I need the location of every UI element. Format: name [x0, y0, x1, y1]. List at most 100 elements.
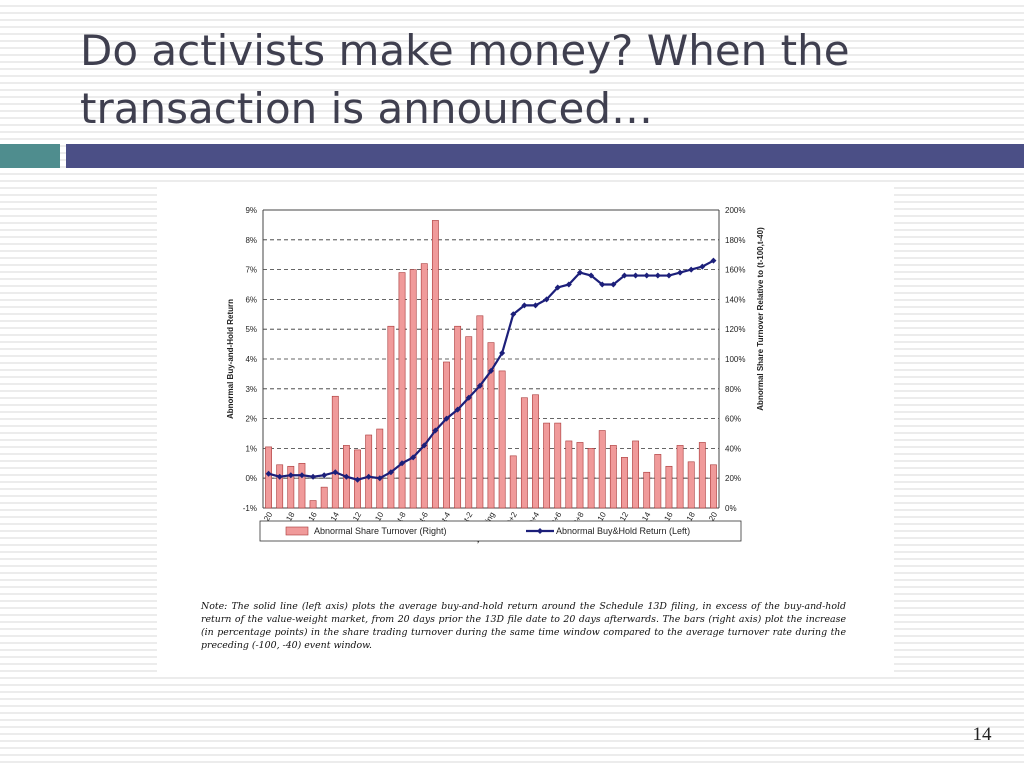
turnover-bar: [365, 434, 373, 509]
return-marker: [499, 350, 506, 357]
return-marker: [643, 272, 650, 279]
turnover-bar: [398, 272, 406, 509]
y-left-tick-label: -1%: [243, 504, 257, 513]
turnover-bar: [309, 500, 317, 509]
turnover-bar: [498, 370, 506, 509]
slide-title-line-1: Do activists make money? When the: [80, 26, 850, 75]
turnover-bar: [520, 397, 528, 509]
return-marker: [343, 473, 350, 480]
return-marker: [387, 469, 394, 476]
legend-label-return: Abnormal Buy&Hold Return (Left): [556, 526, 690, 536]
y-left-tick-label: 2%: [245, 415, 257, 424]
return-marker: [610, 281, 617, 288]
return-marker: [621, 272, 628, 279]
y-right-tick-label: 160%: [725, 266, 745, 275]
y-right-tick-label: 120%: [725, 325, 745, 334]
slide-title: Do activists make money? When the transa…: [80, 22, 980, 138]
turnover-bar: [554, 422, 562, 509]
y-left-tick-label: 6%: [245, 295, 257, 304]
return-marker: [576, 269, 583, 276]
figure-panel: 9% 200% 8% 180% 7% 160% 6% 140% 5% 120% 4% 100% 3% 80…: [157, 183, 894, 673]
y-left-axis-title: Abnormal Buy-and-Hold Return: [226, 299, 235, 419]
turnover-bar: [565, 440, 573, 509]
legend-swatch-bar: [285, 526, 309, 536]
turnover-bar: [532, 394, 539, 509]
return-marker: [521, 302, 528, 309]
return-marker: [365, 473, 372, 480]
return-marker: [287, 472, 294, 479]
return-marker: [588, 272, 595, 279]
return-marker: [454, 406, 461, 413]
return-marker: [688, 266, 695, 273]
return-marker: [565, 281, 572, 288]
turnover-bar: [687, 461, 695, 509]
turnover-bar: [654, 454, 662, 509]
return-marker: [310, 473, 317, 480]
turnover-bar: [676, 445, 684, 509]
y-left-tick-label: 1%: [245, 444, 257, 453]
return-marker: [465, 394, 472, 401]
turnover-bar: [509, 455, 517, 509]
turnover-bar: [376, 428, 384, 509]
turnover-bar: [420, 263, 428, 509]
return-marker: [699, 263, 706, 270]
turnover-bar: [265, 446, 272, 509]
turnover-bar: [609, 445, 617, 509]
turnover-bar: [598, 430, 606, 509]
turnover-bar: [454, 325, 462, 509]
return-marker: [321, 472, 328, 479]
legend-swatch-marker: [537, 528, 543, 534]
return-marker: [421, 442, 428, 449]
figure-note: Note: The solid line (left axis) plots t…: [201, 601, 846, 651]
return-marker: [632, 272, 639, 279]
y-left-tick-label: 8%: [245, 236, 257, 245]
y-right-tick-label: 60%: [725, 415, 741, 424]
turnover-bar: [587, 448, 595, 509]
return-marker: [510, 311, 517, 318]
y-left-tick-label: 0%: [245, 474, 257, 483]
return-marker: [432, 427, 439, 434]
legend-box: [259, 520, 742, 542]
page-number: 14: [972, 724, 992, 745]
return-marker: [476, 382, 483, 389]
return-marker: [410, 454, 417, 461]
slide-title-line-2: transaction is announced…: [80, 84, 654, 133]
turnover-bar: [320, 486, 328, 509]
turnover-bar: [487, 342, 495, 509]
turnover-bar: [431, 220, 439, 509]
return-marker: [265, 470, 272, 477]
y-right-tick-label: 140%: [725, 295, 745, 304]
y-right-tick-label: 40%: [725, 444, 741, 453]
y-right-tick-label: 200%: [725, 206, 745, 215]
turnover-bar: [621, 457, 628, 509]
y-left-tick-label: 5%: [245, 325, 257, 334]
y-right-tick-label: 180%: [725, 236, 745, 245]
y-left-tick-label: 4%: [245, 355, 257, 364]
return-marker: [599, 281, 606, 288]
turnover-bar: [387, 325, 395, 509]
return-marker: [443, 415, 450, 422]
turnover-bar: [643, 471, 651, 509]
y-left-tick-label: 3%: [245, 385, 257, 394]
turnover-bar: [298, 462, 306, 509]
combo-chart: 9% 200% 8% 180% 7% 160% 6% 140% 5% 120% 4% 100% 3% 80…: [226, 206, 765, 545]
return-marker: [488, 367, 494, 374]
y-right-axis-title: Abnormal Share Turnover Relative to (t-1…: [756, 227, 765, 411]
return-marker: [532, 302, 539, 309]
return-marker: [354, 476, 361, 483]
turnover-bar: [665, 465, 673, 509]
y-right-tick-label: 20%: [725, 474, 741, 483]
return-marker: [654, 272, 661, 279]
y-left-tick-label: 7%: [245, 266, 257, 275]
turnover-bar: [632, 440, 639, 509]
return-marker: [543, 296, 550, 303]
turnover-bar: [543, 422, 551, 509]
y-left-tick-label: 9%: [245, 206, 257, 215]
turnover-bar: [698, 442, 706, 509]
return-marker: [554, 284, 561, 291]
turnover-bar: [476, 315, 484, 509]
turnover-bar: [576, 442, 584, 509]
return-marker: [376, 475, 383, 482]
accent-bar-right: [66, 144, 1024, 168]
turnover-bar: [276, 464, 284, 509]
